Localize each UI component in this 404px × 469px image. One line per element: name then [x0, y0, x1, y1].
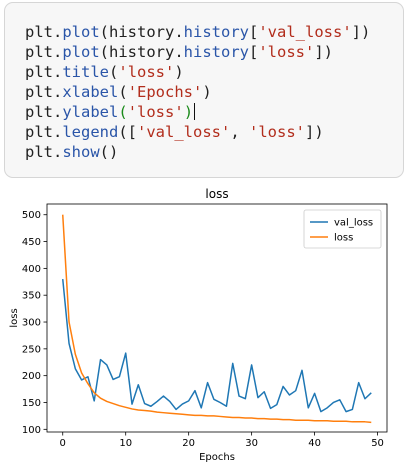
code-token: .: [53, 123, 63, 141]
code-token: ylabel: [62, 103, 119, 121]
code-token: plot: [62, 43, 100, 61]
y-tick-label: 250: [22, 344, 41, 355]
code-token: xlabel: [62, 83, 119, 101]
code-token: plt: [25, 23, 53, 41]
code-token: (history: [99, 23, 175, 41]
code-token: plt: [25, 103, 53, 121]
code-cell[interactable]: plt.plot(history.history['val_loss']) plt…: [4, 2, 404, 178]
cell-output: loss 100 150 200 250 300 350 400 450 500 0 10 20 30 40…: [0, 180, 404, 465]
code-token: .: [53, 63, 63, 81]
code-token: ): [174, 63, 184, 81]
code-token: 'loss': [118, 63, 175, 81]
chart-title: loss: [205, 187, 228, 201]
code-token: (): [99, 143, 119, 161]
code-token: ): [202, 83, 212, 101]
code-token: [: [249, 43, 259, 61]
code-token: history: [183, 23, 249, 41]
code-line[interactable]: plt.show(): [25, 142, 370, 162]
y-tick-label: 350: [22, 291, 41, 302]
plot-frame: [46, 203, 388, 433]
code-token: 'loss': [258, 43, 315, 61]
code-token: [: [249, 23, 259, 41]
code-token: 'val_loss': [137, 123, 231, 141]
code-token: .: [174, 23, 184, 41]
code-token: 'Epochs': [127, 83, 203, 101]
code-token: plot: [62, 23, 100, 41]
code-token: (: [118, 83, 128, 101]
text-cursor: [194, 103, 196, 120]
code-editor[interactable]: plt.plot(history.history['val_loss']) plt…: [25, 22, 370, 162]
code-token: 'val_loss': [258, 23, 352, 41]
code-token: 'loss': [249, 123, 306, 141]
code-line[interactable]: plt.title('loss'): [25, 62, 370, 82]
code-token: (: [118, 103, 128, 121]
y-tick-label: 400: [22, 264, 41, 275]
code-token: plt: [25, 123, 53, 141]
code-token: .: [53, 83, 63, 101]
y-tick-label: 150: [22, 398, 41, 409]
code-token: history: [183, 43, 249, 61]
code-line[interactable]: plt.plot(history.history['val_loss']): [25, 22, 370, 42]
x-axis-label: Epochs: [199, 452, 235, 463]
series-line-loss: [61, 214, 372, 424]
x-tick-label: 50: [371, 438, 384, 449]
code-token: plt: [25, 83, 53, 101]
code-token: plt: [25, 63, 53, 81]
code-token: .: [174, 43, 184, 61]
legend-label: val_loss: [334, 218, 373, 229]
y-tick-label: 500: [22, 210, 41, 221]
code-token: plt: [25, 43, 53, 61]
legend-label: loss: [334, 233, 353, 244]
code-token: ]): [351, 23, 371, 41]
code-token: ([: [118, 123, 138, 141]
x-tick-label: 10: [119, 438, 132, 449]
x-tick-label: 0: [60, 438, 66, 449]
code-token: ): [183, 103, 194, 121]
code-token: .: [53, 43, 63, 61]
y-tick-label: 200: [22, 371, 41, 382]
x-tick-label: 40: [308, 438, 321, 449]
code-token: (: [109, 63, 119, 81]
code-token: ]): [314, 43, 334, 61]
y-tick-label: 450: [22, 237, 41, 248]
y-tick-label: 100: [22, 425, 41, 436]
code-token: legend: [62, 123, 119, 141]
code-token: show: [62, 143, 100, 161]
code-token: ,: [230, 123, 250, 141]
code-line[interactable]: plt.xlabel('Epochs'): [25, 82, 370, 102]
code-token: title: [62, 63, 110, 81]
loss-chart: loss 100 150 200 250 300 350 400 450 500 0 10 20 30 40…: [9, 187, 388, 463]
code-token: (history: [99, 43, 175, 61]
x-tick-label: 20: [182, 438, 195, 449]
code-line[interactable]: plt.plot(history.history['loss']): [25, 42, 370, 62]
x-tick-label: 30: [245, 438, 258, 449]
code-token: 'loss': [127, 103, 184, 121]
code-line[interactable]: plt.legend(['val_loss', 'loss']): [25, 122, 370, 142]
series-line-val-loss: [61, 279, 372, 413]
code-line[interactable]: plt.ylabel('loss'): [25, 102, 370, 122]
legend-box: [303, 209, 382, 249]
code-token: .: [53, 103, 63, 121]
code-token: .: [53, 143, 63, 161]
y-tick-label: 300: [22, 318, 41, 329]
code-token: .: [53, 23, 63, 41]
code-token: plt: [25, 143, 53, 161]
code-token: ]): [305, 123, 324, 141]
y-axis-label: loss: [9, 308, 20, 327]
